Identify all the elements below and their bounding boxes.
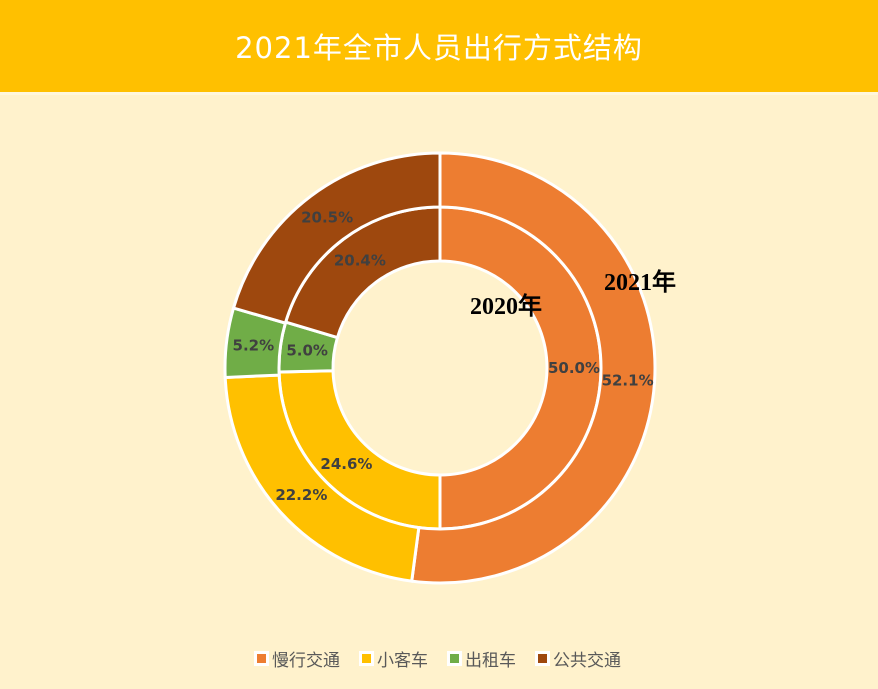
chart-title: 2021年全市人员出行方式结构	[235, 31, 643, 65]
legend-item-car[interactable]: 小客车	[359, 646, 428, 671]
legend-swatch	[447, 651, 462, 666]
slice-2021年-公共交通[interactable]	[231, 151, 442, 325]
legend: 慢行交通 小客车 出租车 公共交通	[0, 646, 878, 671]
title-bar: 2021年全市人员出行方式结构	[0, 0, 878, 95]
series-label-2021: 2021年	[604, 268, 676, 296]
data-label: 20.5%	[301, 209, 353, 227]
data-label: 24.6%	[320, 455, 372, 473]
data-label: 20.4%	[334, 252, 386, 270]
legend-swatch	[535, 651, 550, 666]
slice-2021年-慢行交通[interactable]	[410, 151, 657, 585]
data-label: 22.2%	[275, 486, 327, 504]
legend-label: 慢行交通	[272, 651, 340, 671]
legend-item-slow-traffic[interactable]: 慢行交通	[254, 646, 340, 671]
legend-label: 小客车	[377, 651, 428, 671]
data-label: 5.2%	[233, 337, 275, 355]
legend-item-taxi[interactable]: 出租车	[447, 646, 516, 671]
legend-label: 公共交通	[553, 651, 621, 671]
legend-label: 出租车	[465, 651, 516, 671]
series-label-2020: 2020年	[470, 292, 542, 320]
data-label: 52.1%	[602, 371, 654, 389]
legend-swatch	[254, 651, 269, 666]
legend-item-public-transit[interactable]: 公共交通	[535, 646, 621, 671]
legend-swatch	[359, 651, 374, 666]
data-label: 50.0%	[548, 359, 600, 377]
data-label: 5.0%	[286, 341, 328, 359]
